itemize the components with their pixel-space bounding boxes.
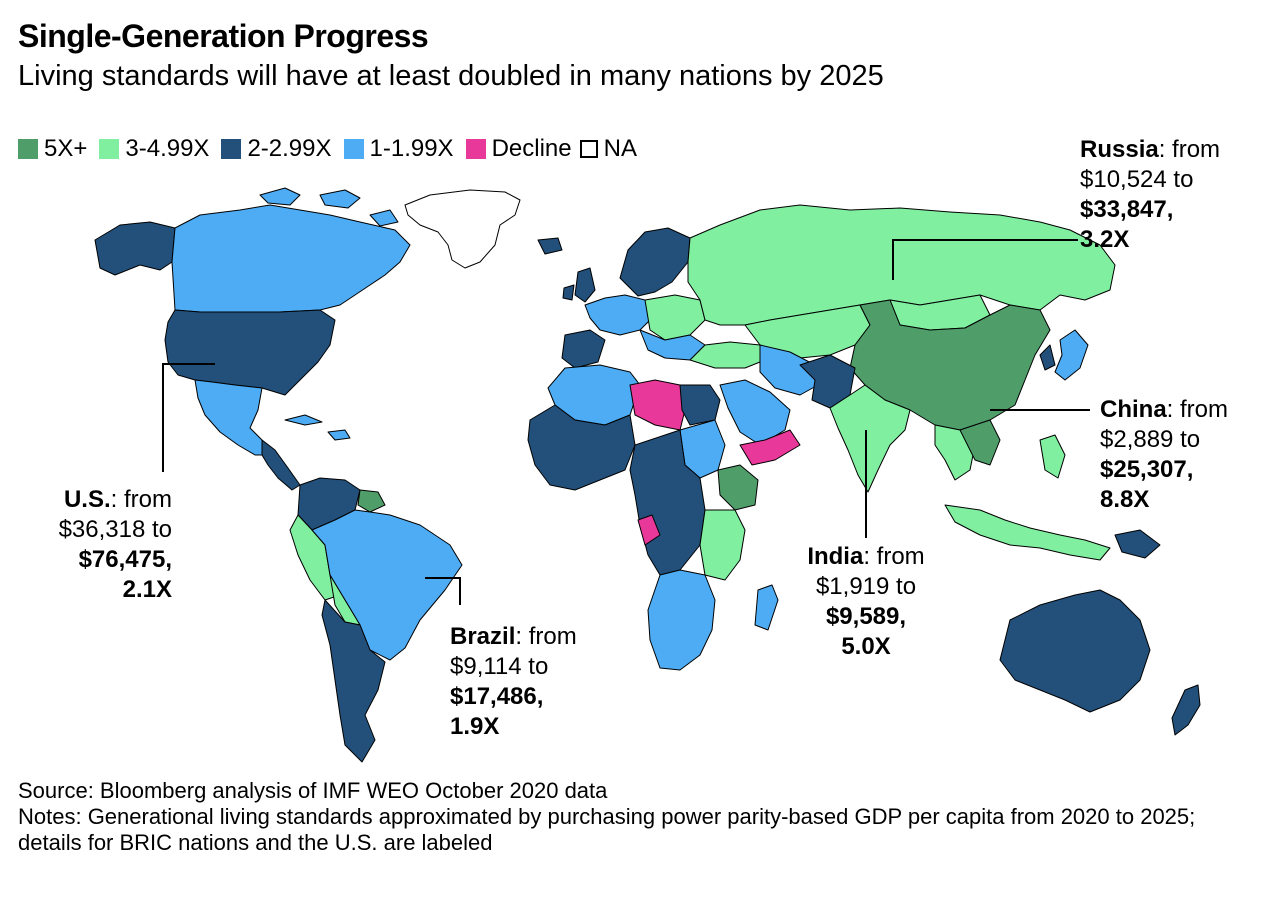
map-region-egypt — [679, 384, 721, 426]
legend-label-1x: 1-1.99X — [369, 135, 454, 162]
chart-title: Single-Generation Progress — [18, 18, 429, 54]
map-region-china — [849, 299, 1051, 431]
annotation-india: India: from $1,919 to $9,589, 5.0X — [796, 542, 936, 662]
map-region-east-africa — [699, 509, 746, 581]
notes-text: Notes: Generational living standards app… — [18, 804, 1196, 855]
annotation-us-country: U.S. — [63, 486, 111, 513]
annotation-china-from: $2,889 to — [1100, 426, 1201, 453]
footer: Source: Bloomberg analysis of IMF WEO Oc… — [18, 778, 1258, 856]
map-region-korea — [1039, 344, 1056, 371]
map-region-west-africa — [527, 404, 636, 491]
map-region-central-america — [261, 439, 301, 491]
map-region-new-zealand — [1171, 684, 1201, 736]
annotation-russia: Russia: from $10,524 to $33,847, 3.2X — [1080, 135, 1220, 255]
leader-line-us — [162, 363, 215, 472]
legend-label-5x: 5X+ — [44, 135, 88, 162]
legend-swatch-3x — [99, 139, 120, 159]
annotation-brazil: Brazil: from $9,114 to $17,486, 1.9X — [450, 622, 577, 742]
leader-line-russia — [892, 239, 1078, 280]
annotation-us: U.S.: from $36,318 to $76,475, 2.1X — [20, 485, 172, 605]
map-region-southern-africa — [647, 569, 716, 671]
annotation-us-from: $36,318 to — [58, 516, 172, 543]
annotation-russia-to: $33,847, — [1080, 196, 1174, 223]
map-region-greenland — [404, 189, 521, 269]
map-region-eastern-europe — [644, 294, 706, 341]
annotation-brazil-multiple: 1.9X — [450, 713, 500, 740]
legend-label-na: NA — [603, 135, 637, 162]
annotation-brazil-from: $9,114 to — [450, 653, 549, 680]
legend: 5X+ 3-4.99X 2-2.99X 1-1.99X Decline NA — [18, 134, 649, 164]
map-region-indochina — [959, 419, 1001, 466]
annotation-us-from-label: : from — [110, 486, 172, 513]
map-region-congo — [637, 514, 661, 546]
annotation-us-multiple: 2.1X — [122, 576, 172, 603]
map-region-caribbean — [284, 414, 351, 441]
annotation-russia-multiple: 3.2X — [1080, 226, 1130, 253]
legend-item-decline: Decline — [465, 135, 572, 163]
map-region-canada — [171, 204, 411, 313]
legend-swatch-1x — [343, 139, 364, 159]
annotation-china-country: China — [1100, 396, 1167, 423]
map-region-argentina-chile — [321, 599, 386, 763]
annotation-china-multiple: 8.8X — [1100, 486, 1150, 513]
legend-swatch-decline — [465, 139, 486, 159]
annotation-us-to: $76,475, — [78, 546, 172, 573]
annotation-brazil-from-label: : from — [515, 623, 577, 650]
annotation-india-multiple: 5.0X — [841, 633, 891, 660]
map-region-guianas — [357, 489, 386, 513]
map-region-libya — [629, 379, 686, 431]
legend-item-3x: 3-4.99X — [99, 135, 209, 163]
chart-subtitle: Living standards will have at least doub… — [18, 60, 884, 92]
map-region-madagascar — [754, 584, 779, 631]
legend-swatch-na — [579, 140, 598, 158]
annotation-russia-from-label: : from — [1158, 136, 1221, 163]
source-text: Source: Bloomberg analysis of IMF WEO Oc… — [18, 778, 608, 803]
legend-item-2x: 2-2.99X — [221, 135, 332, 163]
legend-label-decline: Decline — [491, 135, 572, 162]
legend-label-3x: 3-4.99X — [125, 135, 210, 162]
map-region-uk — [562, 267, 596, 303]
map-region-usa — [164, 309, 336, 396]
annotation-russia-country: Russia — [1080, 136, 1159, 163]
annotation-china-from-label: : from — [1166, 396, 1229, 423]
leader-line-brazil — [425, 577, 461, 605]
annotation-brazil-to: $17,486, — [450, 683, 544, 710]
legend-swatch-2x — [221, 139, 242, 159]
map-region-yemen — [739, 429, 801, 466]
legend-item-na: NA — [579, 135, 637, 163]
map-region-arabia — [719, 379, 791, 446]
annotation-brazil-country: Brazil — [450, 623, 516, 650]
annotation-china: China: from $2,889 to $25,307, 8.8X — [1100, 395, 1228, 515]
map-region-mexico — [194, 379, 271, 456]
annotation-india-from: $1,919 to — [815, 573, 917, 600]
map-region-australia — [999, 589, 1151, 713]
map-region-iceland — [537, 237, 563, 255]
annotation-india-country: India — [807, 543, 864, 570]
map-region-japan — [1054, 329, 1089, 381]
annotation-russia-from: $10,524 to — [1080, 166, 1194, 193]
annotation-china-to: $25,307, — [1100, 456, 1194, 483]
map-region-western-europe — [584, 294, 656, 336]
annotation-india-to: $9,589, — [825, 603, 907, 630]
map-region-iran — [759, 344, 819, 396]
legend-swatch-5x — [18, 139, 38, 159]
legend-item-1x: 1-1.99X — [343, 135, 454, 163]
map-region-ethiopia — [717, 464, 759, 511]
map-region-indonesia — [944, 504, 1111, 561]
map-region-png — [1114, 529, 1161, 559]
map-region-iberia — [561, 329, 606, 369]
map-region-alaska — [94, 221, 176, 276]
map-region-canada-islands — [259, 187, 399, 227]
map-region-scandinavia — [619, 227, 691, 297]
annotation-india-from-label: : from — [863, 543, 925, 570]
legend-label-2x: 2-2.99X — [247, 135, 332, 162]
legend-item-5x: 5X+ — [18, 135, 87, 163]
map-region-philippines — [1039, 434, 1066, 479]
map-region-india — [829, 384, 911, 493]
